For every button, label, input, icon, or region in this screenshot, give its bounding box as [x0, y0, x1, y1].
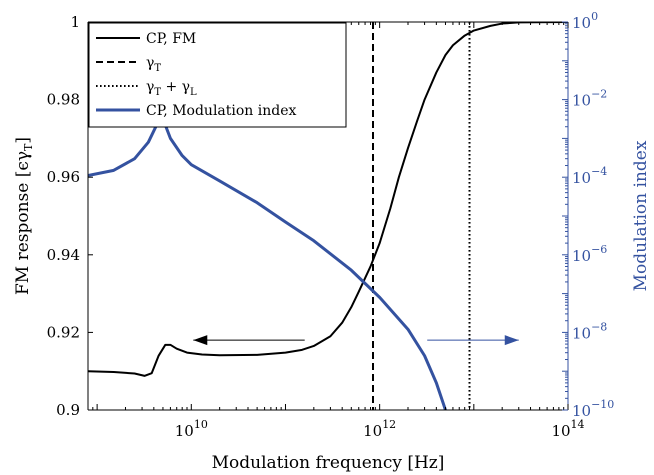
y-right-tick-label: 10−10: [572, 398, 614, 420]
y-left-tick-label: 1: [70, 13, 80, 31]
series-line-3: [88, 117, 447, 410]
series-line-0: [88, 22, 568, 377]
x-tick-label: 1010: [175, 418, 208, 440]
svg-text:FM response [ϵγT]: FM response [ϵγT]: [13, 137, 35, 295]
y-left-tick-label: 0.94: [47, 246, 80, 264]
y-left-tick-label: 0.96: [47, 168, 80, 186]
legend: CP, FM γT γT + γL CP, Modulation index: [88, 22, 347, 128]
y-right-tick-label: 10−4: [572, 165, 607, 187]
y-left-axis-label: FM response [ϵγT]: [13, 137, 35, 295]
legend-label-0: CP, FM: [146, 31, 196, 47]
x-tick-label: 1014: [551, 418, 584, 440]
legend-label-3: CP, Modulation index: [146, 103, 297, 119]
arrow-right-head: [504, 335, 519, 346]
y-right-axis-label: Modulation index: [631, 140, 651, 291]
x-axis-label: Modulation frequency [Hz]: [212, 453, 445, 473]
series-layer: [88, 22, 568, 410]
y-right-tick-label: 10−2: [572, 88, 607, 110]
y-left-tick-label: 0.98: [47, 91, 80, 109]
legend-label-1: γT: [146, 55, 161, 74]
x-tick-label: 1012: [363, 418, 396, 440]
y-left-tick-label: 0.9: [56, 401, 80, 419]
svg-text:Modulation index: Modulation index: [631, 140, 651, 291]
legend-label-2: γT + γL: [146, 79, 197, 98]
y-right-tick-label: 100: [572, 10, 598, 32]
y-left-tick-label: 0.92: [47, 323, 80, 341]
arrow-left-head: [193, 335, 208, 346]
y-right-tick-label: 10−8: [572, 320, 607, 342]
y-right-tick-label: 10−6: [572, 243, 607, 265]
annotation-layer: [193, 335, 519, 346]
